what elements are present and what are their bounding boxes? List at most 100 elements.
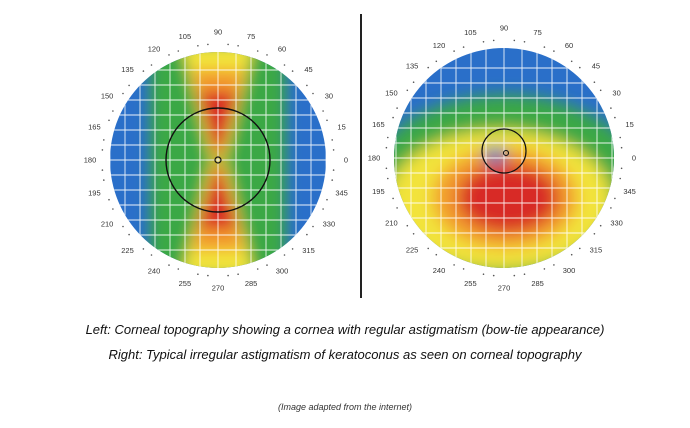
degree-tick <box>227 43 229 46</box>
degree-label-315: 315 <box>302 246 315 255</box>
degree-label-90: 90 <box>500 24 508 33</box>
degree-label-270: 270 <box>498 284 511 293</box>
degree-tick <box>168 54 170 56</box>
degree-tick <box>482 273 485 276</box>
degree-tick <box>492 39 495 42</box>
degree-label-120: 120 <box>148 45 161 54</box>
degree-label-345: 345 <box>623 187 636 196</box>
caption-right: Right: Typical irregular astigmatism of … <box>108 347 582 362</box>
degree-label-315: 315 <box>590 246 603 255</box>
degree-label-285: 285 <box>245 279 258 288</box>
degree-label-195: 195 <box>372 187 385 196</box>
right-topography-map: 0 15 30 45 60 75 90 105 120 135 150 165 180 195 210 225… <box>368 24 636 293</box>
degree-tick <box>593 233 596 235</box>
degree-tick <box>197 273 199 276</box>
degree-tick <box>599 224 602 227</box>
degree-label-210: 210 <box>385 219 398 228</box>
degree-label-180: 180 <box>368 154 381 163</box>
degree-tick <box>168 264 170 266</box>
left-color-map <box>110 52 326 268</box>
degree-tick <box>101 169 104 171</box>
degree-label-105: 105 <box>464 28 477 37</box>
degree-tick <box>435 60 438 63</box>
degree-label-30: 30 <box>612 89 620 98</box>
degree-tick <box>331 139 334 141</box>
degree-label-30: 30 <box>325 92 333 101</box>
degree-tick <box>266 54 268 56</box>
degree-tick <box>392 116 394 119</box>
degree-tick <box>331 179 334 181</box>
degree-tick <box>122 225 124 228</box>
degree-tick <box>177 268 180 270</box>
degree-label-150: 150 <box>101 92 114 101</box>
caption-left: Left: Corneal topography showing a corne… <box>85 322 605 337</box>
image-credit: (Image adapted from the internet) <box>277 402 413 412</box>
degree-label-270: 270 <box>212 284 225 293</box>
degree-tick <box>513 39 516 42</box>
degree-tick <box>570 60 573 63</box>
degree-tick <box>142 248 145 250</box>
degree-tick <box>387 136 389 139</box>
right-degree-labels: 0 15 30 45 60 75 90 105 120 135 150 165 180 195 210 225… <box>368 24 636 293</box>
degree-tick <box>128 84 130 87</box>
degree-label-210: 210 <box>101 220 114 229</box>
degree-tick <box>492 274 495 277</box>
degree-tick <box>306 84 308 87</box>
degree-tick <box>462 46 465 48</box>
degree-label-45: 45 <box>592 62 600 71</box>
degree-tick <box>122 92 124 95</box>
degree-label-75: 75 <box>533 28 541 37</box>
degree-label-195: 195 <box>88 189 101 198</box>
degree-tick <box>543 46 546 48</box>
degree-label-225: 225 <box>121 246 134 255</box>
degree-tick <box>150 254 153 256</box>
degree-tick <box>150 64 153 66</box>
degree-label-255: 255 <box>179 279 192 288</box>
degree-tick <box>462 268 465 270</box>
degree-tick <box>256 50 259 52</box>
degree-label-330: 330 <box>610 219 623 228</box>
degree-label-15: 15 <box>337 123 345 132</box>
degree-tick <box>283 254 286 256</box>
degree-tick <box>322 208 324 210</box>
degree-tick <box>256 268 259 270</box>
degree-label-240: 240 <box>148 267 161 276</box>
degree-tick <box>570 253 573 256</box>
degree-tick <box>553 50 555 52</box>
left-topography-map: 0 15 30 45 60 75 90 105 120 135 150 165 180 195 210 225… <box>84 28 348 293</box>
left-pupil-circle <box>165 107 271 213</box>
degree-label-105: 105 <box>179 32 192 41</box>
degree-tick <box>553 264 555 266</box>
degree-tick <box>593 81 596 83</box>
degree-label-90: 90 <box>214 28 222 37</box>
degree-label-0: 0 <box>632 154 636 163</box>
right-center-mark <box>502 149 510 157</box>
degree-tick <box>396 207 398 209</box>
degree-tick <box>387 177 389 180</box>
degree-tick <box>112 110 114 112</box>
degree-tick <box>599 89 602 92</box>
degree-tick <box>283 64 286 66</box>
left-degree-labels: 0 15 30 45 60 75 90 105 120 135 150 165 180 195 210 225… <box>84 28 348 293</box>
degree-label-240: 240 <box>433 266 446 275</box>
degree-label-300: 300 <box>276 267 289 276</box>
degree-label-15: 15 <box>625 120 633 129</box>
degree-tick <box>108 119 110 122</box>
degree-tick <box>312 225 314 228</box>
degree-label-0: 0 <box>344 156 348 165</box>
degree-tick <box>620 146 623 149</box>
degree-tick <box>312 92 314 95</box>
degree-label-285: 285 <box>531 279 544 288</box>
degree-tick <box>412 233 415 235</box>
degree-tick <box>306 233 308 236</box>
degree-tick <box>619 136 621 139</box>
degree-tick <box>579 66 581 69</box>
degree-label-135: 135 <box>406 62 419 71</box>
right-degree-ticks <box>385 39 623 277</box>
degree-tick <box>197 45 199 47</box>
right-grid <box>394 48 614 268</box>
degree-tick <box>513 274 516 277</box>
degree-label-120: 120 <box>433 41 446 50</box>
degree-tick <box>128 233 130 236</box>
degree-tick <box>177 50 180 52</box>
